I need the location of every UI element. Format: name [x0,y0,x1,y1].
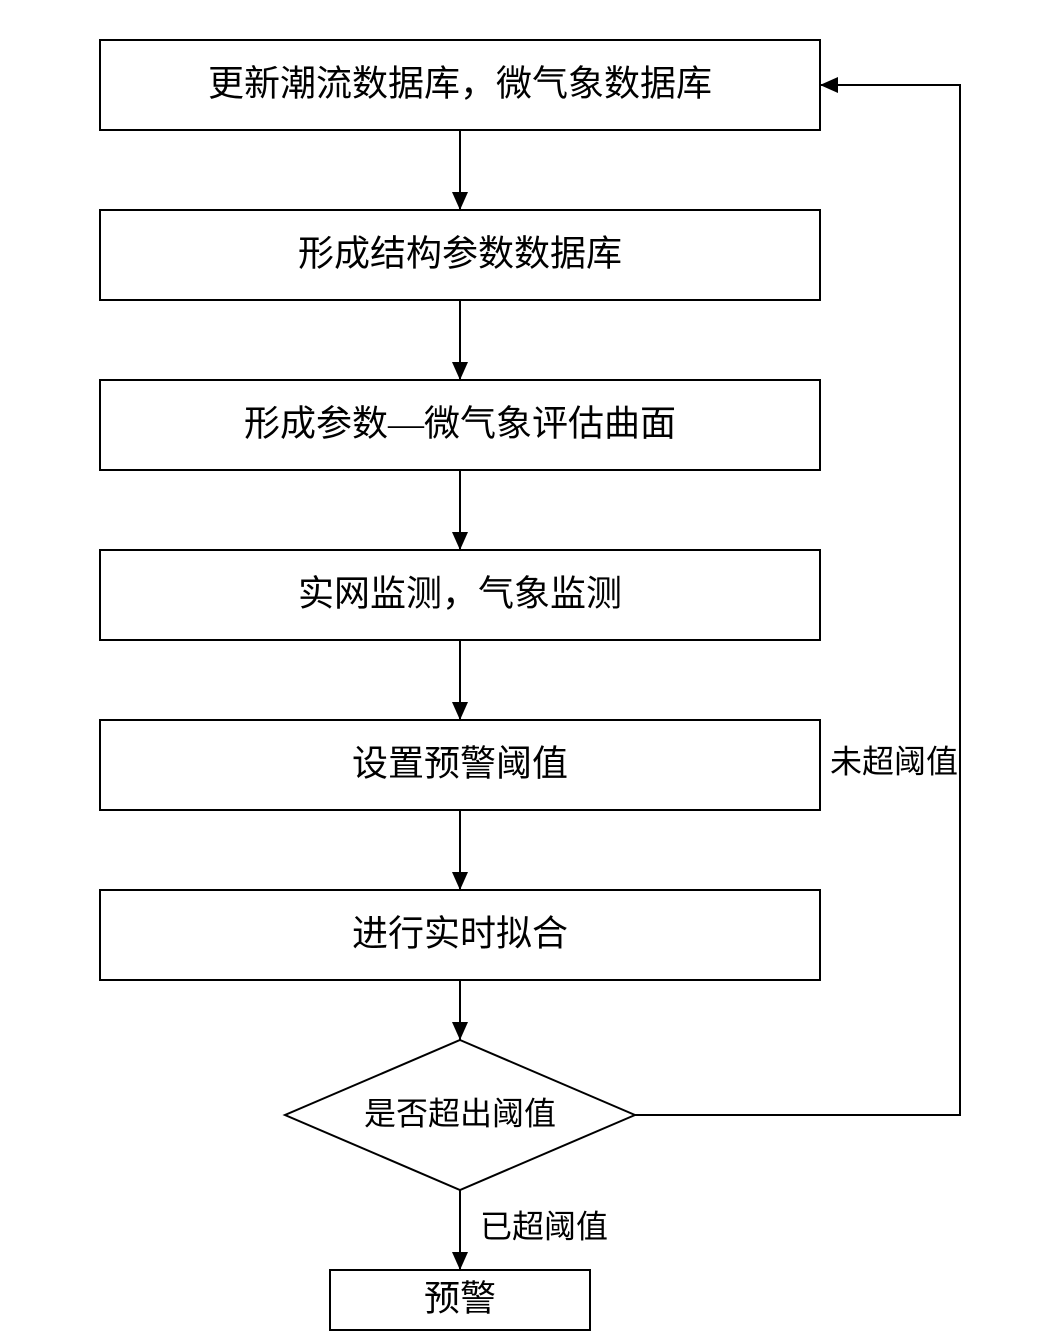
node-n6-label: 进行实时拟合 [352,913,568,953]
flowchart: 已超阈值 未超阈值 更新潮流数据库，微气象数据库形成结构参数数据库形成参数—微气象评… [0,0,1056,1335]
node-n4-label: 实网监测，气象监测 [298,573,622,613]
node-n7-label: 预警 [424,1278,496,1318]
node-n3-label: 形成参数—微气象评估曲面 [244,403,676,443]
edge-label-d1-n1: 未超阈值 [830,743,958,779]
arrowhead-n6-d1 [452,1022,468,1040]
arrowhead-d1-n7 [452,1252,468,1270]
node-n2-label: 形成结构参数数据库 [298,233,622,273]
edge-label-d1-n7: 已超阈值 [480,1208,608,1244]
node-n1-label: 更新潮流数据库，微气象数据库 [208,63,712,103]
arrowhead-n4-n5 [452,702,468,720]
node-d1-label: 是否超出阈值 [364,1095,556,1131]
arrowhead-d1-n1 [820,77,838,93]
arrowhead-n2-n3 [452,362,468,380]
arrowhead-n1-n2 [452,192,468,210]
arrowhead-n5-n6 [452,872,468,890]
arrowhead-n3-n4 [452,532,468,550]
node-n5-label: 设置预警阈值 [352,743,568,783]
